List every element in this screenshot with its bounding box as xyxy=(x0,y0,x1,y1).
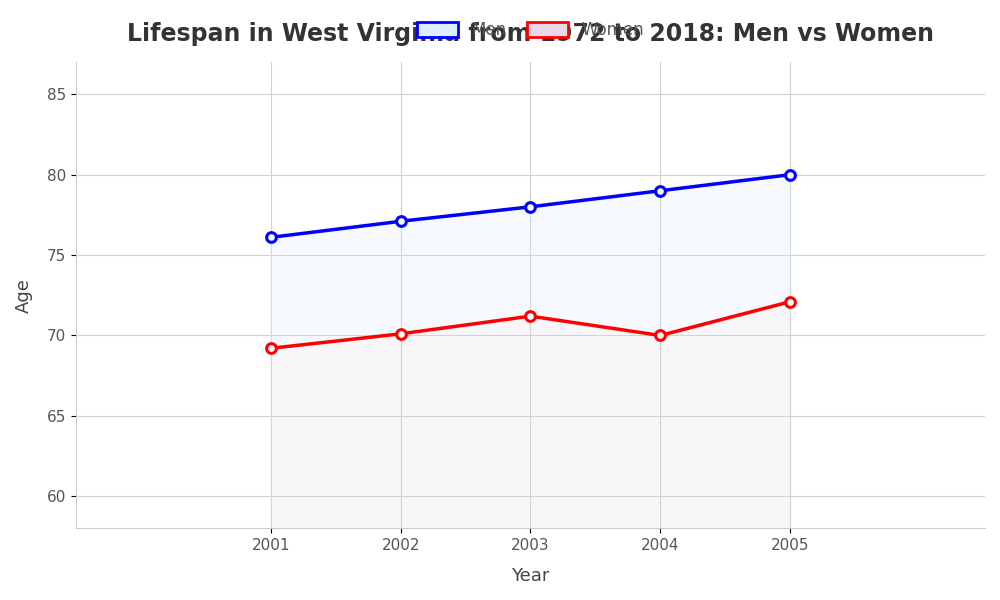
Legend: Men, Women: Men, Women xyxy=(410,14,651,46)
Title: Lifespan in West Virginia from 1972 to 2018: Men vs Women: Lifespan in West Virginia from 1972 to 2… xyxy=(127,22,934,46)
X-axis label: Year: Year xyxy=(511,567,550,585)
Y-axis label: Age: Age xyxy=(15,278,33,313)
